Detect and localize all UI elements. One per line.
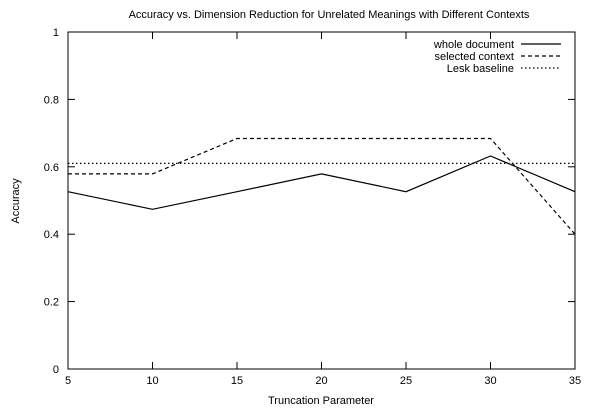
x-tick-label: 35 [569,375,581,387]
x-tick-label: 30 [484,375,496,387]
series-line-whole-document [67,155,576,210]
plot-area-frame [67,31,576,370]
y-tick-label: 0.4 [44,229,59,241]
x-tick-label: 25 [400,375,412,387]
legend-label: Lesk baseline [447,63,514,75]
legend-label: whole document [433,39,514,51]
legend-label: selected context [435,51,515,63]
y-axis-label: Accuracy [10,178,22,224]
x-axis: 5 10 15 20 25 30 35 [65,32,581,387]
x-tick-label: 20 [315,375,327,387]
chart-title: Accuracy vs. Dimension Reduction for Unr… [129,9,530,21]
y-tick-label: 0.2 [44,297,59,309]
series-layer [67,137,576,235]
x-axis-label: Truncation Parameter [268,395,374,407]
x-tick-label: 5 [65,375,71,387]
x-tick-label: 15 [231,375,243,387]
y-tick-label: 1 [53,27,59,39]
x-tick-label: 10 [146,375,158,387]
y-axis: 0 0.2 0.4 0.6 0.8 1 [44,27,575,376]
y-tick-label: 0 [53,364,59,376]
y-tick-label: 0.8 [44,94,59,106]
y-tick-label: 0.6 [44,162,59,174]
series-line-selected-context [68,137,576,235]
